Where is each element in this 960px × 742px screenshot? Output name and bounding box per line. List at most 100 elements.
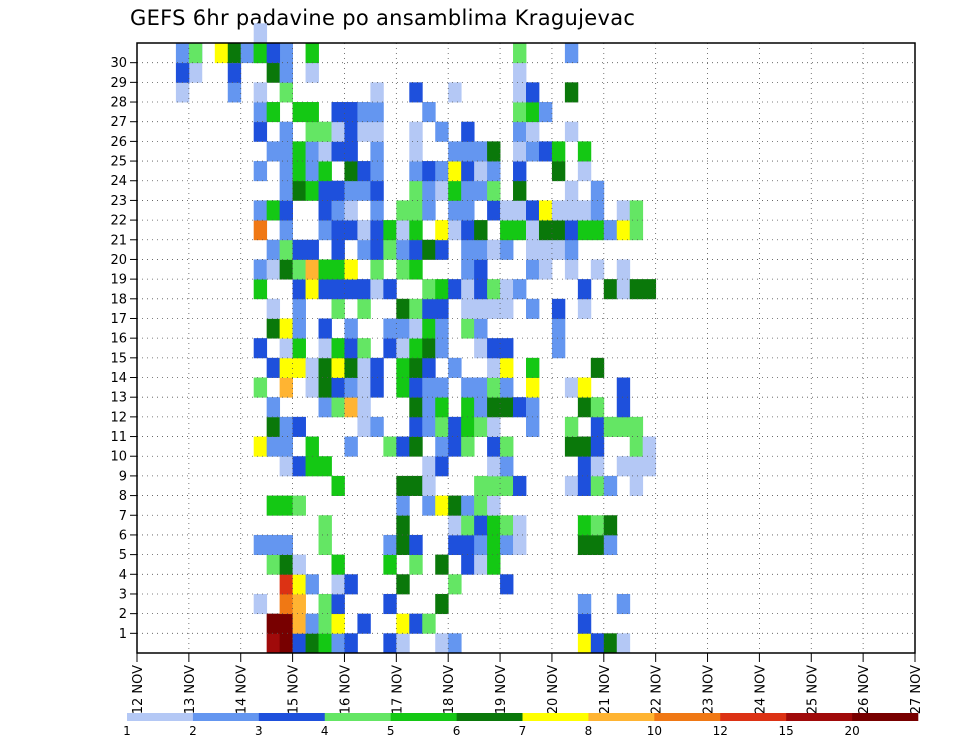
heatmap-cell [370, 82, 384, 103]
heatmap-cell [331, 593, 345, 615]
heatmap-cell [616, 200, 631, 221]
heatmap-cell [526, 259, 540, 280]
heatmap-cell [331, 554, 345, 575]
colorbar-swatch [456, 713, 523, 721]
heatmap-cell [266, 633, 281, 654]
heatmap-cell [253, 279, 268, 300]
heatmap-cell [616, 377, 631, 398]
heatmap-cell [435, 436, 449, 457]
heatmap-cell [370, 180, 384, 201]
heatmap-cell [513, 141, 527, 162]
heatmap-cell [577, 279, 592, 300]
heatmap-cell [383, 633, 397, 654]
heatmap-cell [474, 298, 488, 319]
heatmap-cell [461, 318, 475, 339]
heatmap-cell [305, 456, 319, 477]
heatmap-cell [448, 200, 462, 221]
heatmap-cell [487, 161, 501, 182]
heatmap-cell [642, 279, 657, 300]
heatmap-cell [629, 200, 644, 221]
heatmap-cell [396, 574, 410, 595]
heatmap-cell [370, 259, 384, 280]
heatmap-cell [526, 357, 540, 378]
heatmap-cell [461, 377, 475, 398]
heatmap-cell [318, 377, 332, 398]
heatmap-cell [331, 180, 345, 201]
y-tick-label: 27 [110, 115, 127, 130]
heatmap-cell [435, 318, 449, 339]
heatmap-cell [370, 416, 384, 437]
heatmap-cell [590, 456, 605, 477]
x-tick-label: 13 NOV [183, 665, 198, 714]
y-tick-label: 2 [119, 607, 127, 622]
heatmap-cell [357, 298, 371, 319]
x-tick-label: 23 NOV [702, 665, 717, 714]
heatmap-cell [461, 121, 475, 142]
heatmap-cell [409, 534, 423, 556]
heatmap-cell [409, 338, 423, 359]
heatmap-cell [305, 43, 319, 64]
heatmap-cell [396, 613, 410, 634]
heatmap-cell [370, 279, 384, 300]
heatmap-cell [279, 633, 293, 654]
heatmap-cell [292, 279, 306, 300]
heatmap-cell [344, 200, 358, 221]
heatmap-cell [292, 613, 306, 634]
heatmap-cell [487, 475, 501, 496]
heatmap-cell [461, 180, 475, 201]
heatmap-cell [292, 574, 306, 595]
heatmap-cell [629, 475, 644, 496]
y-tick-label: 23 [110, 194, 127, 209]
heatmap-cell [253, 200, 268, 221]
grid-lines [137, 43, 915, 653]
heatmap-cell [461, 200, 475, 221]
heatmap-cell [370, 220, 384, 241]
heatmap-cell [227, 62, 242, 83]
heatmap-cell [577, 298, 592, 319]
colorbar-swatch [852, 713, 919, 721]
heatmap-cell [500, 200, 514, 221]
heatmap-cell [422, 180, 436, 201]
heatmap-cell [448, 495, 462, 516]
heatmap-cell [409, 377, 423, 398]
colorbar-swatch [720, 713, 787, 721]
heatmap-cell [474, 377, 488, 398]
heatmap-cell [279, 357, 293, 378]
y-tick-label: 8 [119, 489, 127, 504]
y-tick-label: 22 [110, 214, 127, 229]
heatmap-cell [629, 456, 644, 477]
heatmap-cell [500, 220, 514, 241]
heatmap-cell [266, 62, 281, 83]
y-tick-label: 13 [110, 391, 127, 406]
heatmap-cell [603, 279, 618, 300]
heatmap-cell [305, 377, 319, 398]
heatmap-cell [357, 338, 371, 359]
heatmap-cell [603, 416, 618, 437]
heatmap-cell [500, 456, 514, 477]
heatmap-cell [279, 239, 293, 260]
heatmap-cell [409, 82, 423, 103]
colorbar-label: 15 [779, 724, 794, 738]
heatmap-cell [344, 357, 358, 378]
heatmap-cell [396, 338, 410, 359]
heatmap-cell [487, 377, 501, 398]
heatmap-cell [642, 436, 657, 457]
heatmap-cell [526, 239, 540, 260]
heatmap-cell [331, 633, 345, 654]
heatmap-cell [175, 62, 190, 83]
x-tick-label: 15 NOV [287, 665, 302, 714]
heatmap-cell [305, 633, 319, 654]
heatmap-cell [318, 161, 332, 182]
heatmap-cell [435, 377, 449, 398]
heatmap-cell [292, 141, 306, 162]
heatmap-cell [331, 613, 345, 634]
heatmap-cell [538, 259, 553, 280]
heatmap-cell [344, 279, 358, 300]
heatmap-cell [461, 298, 475, 319]
heatmap-cell [370, 239, 384, 260]
heatmap-cell [448, 180, 462, 201]
heatmap-cell [629, 436, 644, 457]
heatmap-cell [513, 62, 527, 83]
heatmap-cell [357, 613, 371, 634]
heatmap-cell [318, 180, 332, 201]
